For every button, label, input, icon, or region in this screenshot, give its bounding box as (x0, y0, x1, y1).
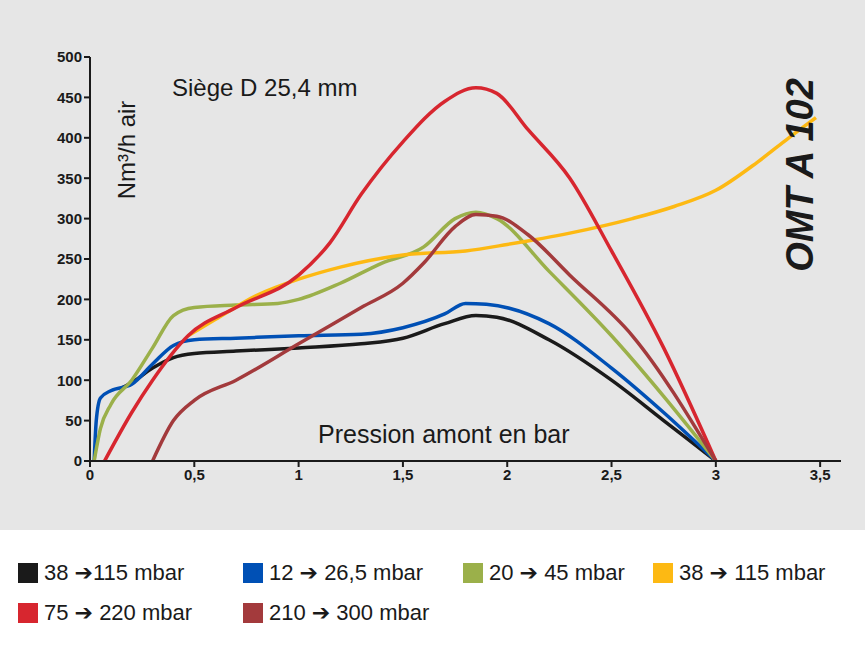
svg-text:300: 300 (57, 210, 82, 227)
svg-text:2,5: 2,5 (601, 466, 622, 483)
svg-text:3,5: 3,5 (810, 466, 831, 483)
html-text:38 ➔ 115 mbar: 38 ➔ 115 mbar (679, 560, 826, 585)
svg-text:0,5: 0,5 (184, 466, 205, 483)
svg-text:0: 0 (86, 466, 94, 483)
svg-text:350: 350 (57, 170, 82, 187)
svg-text:500: 500 (57, 48, 82, 65)
svg-text:250: 250 (57, 250, 82, 267)
svg-text:450: 450 (57, 89, 82, 106)
svg-text:150: 150 (57, 331, 82, 348)
svg-text:0: 0 (74, 452, 82, 469)
svg-text:100: 100 (57, 372, 82, 389)
svg-text:200: 200 (57, 291, 82, 308)
html-text:75 ➔ 220 mbar: 75 ➔ 220 mbar (44, 600, 193, 625)
html-text:Nm³/h air: Nm³/h air (113, 100, 140, 200)
html-text:12 ➔ 26,5 mbar: 12 ➔ 26,5 mbar (269, 560, 424, 585)
svg-text:1: 1 (294, 466, 302, 483)
svg-text:50: 50 (65, 412, 82, 429)
svg-text:400: 400 (57, 129, 82, 146)
html-text:Siège D 25,4 mm: Siège D 25,4 mm (172, 74, 358, 101)
svg-text:1,5: 1,5 (392, 466, 413, 483)
svg-text:3: 3 (712, 466, 720, 483)
html-text:210 ➔ 300 mbar: 210 ➔ 300 mbar (269, 600, 430, 625)
html-text:20 ➔ 45 mbar: 20 ➔ 45 mbar (489, 560, 625, 585)
svg-text:2: 2 (503, 466, 511, 483)
html-text:Pression amont en bar: Pression amont en bar (318, 420, 570, 448)
html-text:38 ➔115 mbar: 38 ➔115 mbar (44, 560, 185, 585)
html-text:OMT A 102: OMT A 102 (778, 78, 821, 272)
